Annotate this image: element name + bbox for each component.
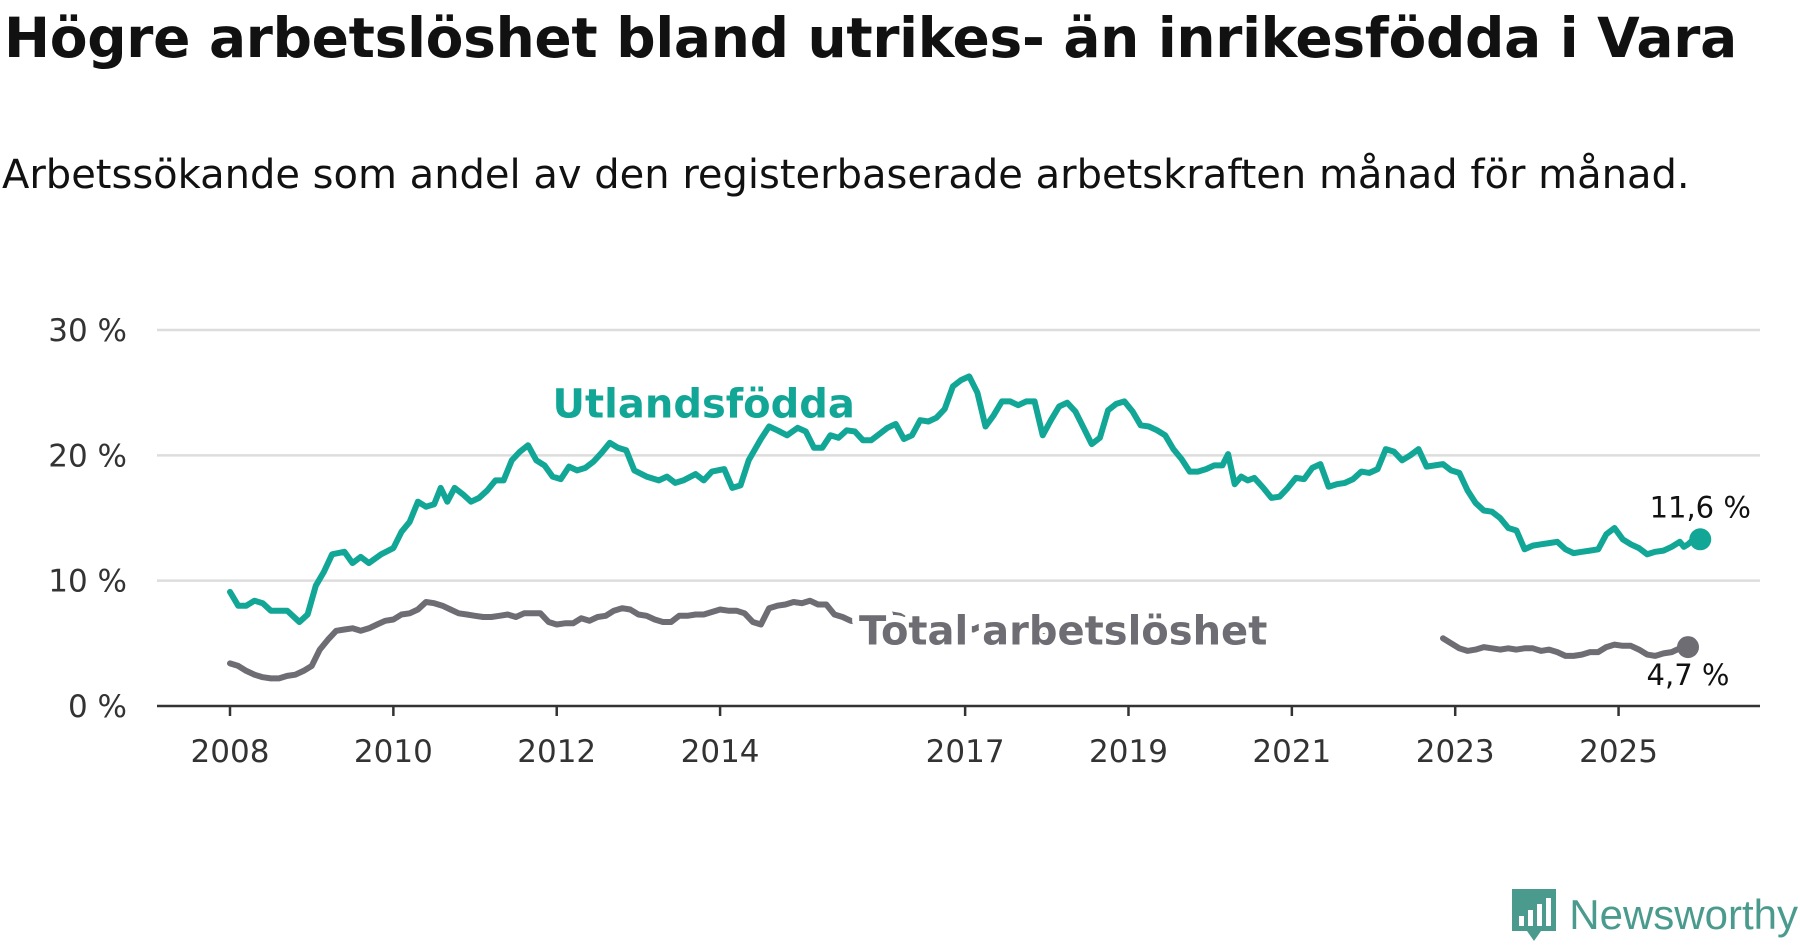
x-tick-label: 2008 bbox=[191, 734, 270, 770]
utlandsfodda-end-value-label: 11,6 % bbox=[1650, 490, 1751, 524]
y-tick-label: 0 % bbox=[68, 689, 127, 725]
total-end-point bbox=[1677, 636, 1699, 659]
newsworthy-chart-icon bbox=[1512, 889, 1557, 941]
x-tick-label: 2021 bbox=[1252, 734, 1331, 770]
newsworthy-logo[interactable]: Newsworthy bbox=[1509, 886, 1798, 944]
utlandsfodda-series-label: Utlandsfödda bbox=[553, 382, 855, 428]
y-tick-label: 20 % bbox=[48, 438, 127, 474]
y-axis-ticks: 0 % 10 % 20 % 30 % bbox=[48, 313, 127, 725]
y-tick-label: 30 % bbox=[48, 313, 127, 349]
chart-title: Högre arbetslöshet bland utrikes- än inr… bbox=[4, 6, 1737, 70]
series-lines bbox=[227, 373, 1712, 682]
x-tick-label: 2014 bbox=[681, 734, 760, 770]
brand-name: Newsworthy bbox=[1569, 891, 1798, 938]
total-series-line bbox=[227, 597, 1691, 682]
y-tick-label: 10 % bbox=[48, 564, 127, 600]
gridlines bbox=[157, 328, 1760, 582]
utlandsfodda-series-line bbox=[227, 373, 1704, 625]
x-tick-label: 2019 bbox=[1089, 734, 1168, 770]
total-series-label: Total arbetslöshet bbox=[859, 609, 1267, 655]
utlandsfodda-end-point bbox=[1689, 528, 1712, 551]
x-tick-label: 2017 bbox=[926, 734, 1005, 770]
x-tick-label: 2010 bbox=[354, 734, 433, 770]
chart-subtitle: Arbetssökande som andel av den registerb… bbox=[2, 152, 1690, 198]
x-tick-label: 2025 bbox=[1579, 734, 1658, 770]
series-labels: 11,6 % 4,7 % Utlandsfödda Total arbetslöshe… bbox=[546, 375, 1751, 692]
x-axis-ticks: 2008 2010 2012 2014 2017 2019 2021 2023 2025 bbox=[191, 706, 1658, 770]
x-tick-label: 2012 bbox=[517, 734, 596, 770]
total-end-value-label: 4,7 % bbox=[1647, 658, 1730, 692]
x-tick-label: 2023 bbox=[1416, 734, 1495, 770]
